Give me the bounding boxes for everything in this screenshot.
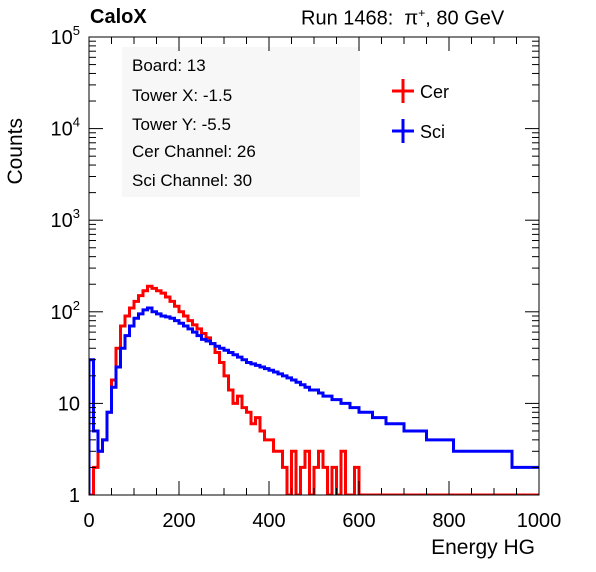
y-tick-base: 10 (51, 119, 73, 141)
y-tick-label: 104 (51, 115, 80, 141)
y-tick-label: 102 (51, 298, 80, 324)
y-tick-label: 10 (58, 393, 80, 415)
x-tick-label: 600 (342, 510, 375, 532)
x-axis-label: Energy HG (431, 536, 535, 559)
beam-energy: , 80 GeV (425, 7, 505, 30)
legend-label-cer: Cer (420, 82, 449, 102)
legend: Cer Sci (392, 79, 449, 143)
info-line-sci-channel: Sci Channel: 30 (132, 171, 252, 190)
y-tick-label: 105 (51, 23, 80, 49)
x-tick-label: 800 (432, 510, 465, 532)
particle-symbol: π (404, 7, 419, 30)
info-line-cer-channel: Cer Channel: 26 (132, 142, 256, 161)
legend-label-sci: Sci (420, 122, 445, 142)
legend-marker-cer (392, 79, 414, 103)
legend-marker-sci (392, 119, 414, 143)
y-tick-base: 10 (51, 27, 73, 49)
y-tick-exponent: 5 (73, 23, 80, 38)
info-line-board: Board: 13 (132, 56, 206, 75)
experiment-title: CaloX (90, 6, 147, 28)
particle-charge: + (418, 6, 426, 20)
info-line-tower-x: Tower X: -1.5 (132, 86, 232, 105)
y-tick-base: 1 (69, 485, 80, 507)
y-tick-exponent: 4 (73, 115, 80, 130)
info-box: Board: 13 Tower X: -1.5 Tower Y: -5.5 Ce… (132, 56, 256, 190)
y-axis-label: Counts (4, 118, 27, 185)
y-tick-exponent: 2 (73, 298, 80, 313)
run-number: Run 1468: (301, 7, 394, 30)
x-tick-label: 400 (252, 510, 285, 532)
y-tick-base: 10 (51, 210, 73, 232)
x-tick-label: 0 (83, 510, 94, 532)
y-tick-label: 103 (51, 206, 80, 232)
y-tick-exponent: 3 (73, 206, 80, 221)
y-tick-base: 10 (51, 302, 73, 324)
series-sci-line (89, 306, 539, 495)
info-line-tower-y: Tower Y: -5.5 (132, 115, 231, 134)
x-tick-labels: 0 200 400 600 800 1000 (83, 510, 561, 532)
x-tick-label: 1000 (517, 510, 562, 532)
y-tick-base: 10 (58, 393, 80, 415)
y-tick-label: 1 (69, 485, 80, 507)
x-axis-ticks (88, 37, 540, 495)
run-info: Run 1468: π+, 80 GeV (301, 6, 504, 31)
info-box-background (122, 47, 360, 197)
series-layer (89, 284, 539, 495)
x-tick-label: 200 (162, 510, 195, 532)
y-axis-ticks (89, 36, 539, 496)
series-cer-line (89, 284, 539, 495)
